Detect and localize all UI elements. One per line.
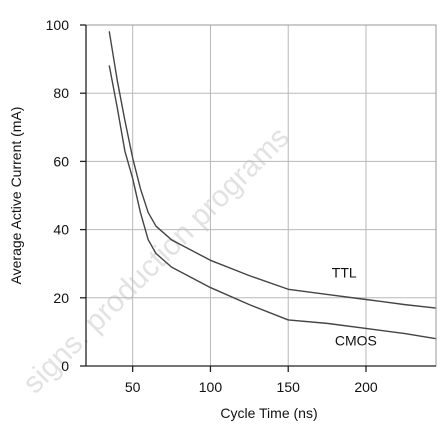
y-tick-label: 80 [53,85,69,101]
y-tick-label: 60 [53,153,69,169]
y-axis-title: Average Active Current (mA) [8,107,24,285]
series-label-ttl: TTL [332,264,357,280]
x-tick-label: 150 [277,379,301,395]
y-tick-label: 40 [53,222,69,238]
chart-series [108,31,437,340]
chart-labels: 0 20 40 60 80 100 50 100 150 200 Cycle Time (ns) Av… [8,17,378,421]
x-tick-label: 200 [354,379,378,395]
x-tick-label: 50 [125,379,141,395]
y-tick-label: 100 [46,17,70,33]
series-label-cmos: CMOS [335,333,377,349]
y-tick-label: 20 [53,290,69,306]
x-tick-label: 100 [199,379,223,395]
series-line-ttl [108,31,437,309]
x-axis-title: Cycle Time (ns) [220,405,317,421]
chart-axes [80,24,437,372]
chart-gridlines [86,25,436,366]
y-tick-label: 0 [61,358,69,374]
series-line-cmos [108,65,437,340]
plot-frame [85,24,437,367]
